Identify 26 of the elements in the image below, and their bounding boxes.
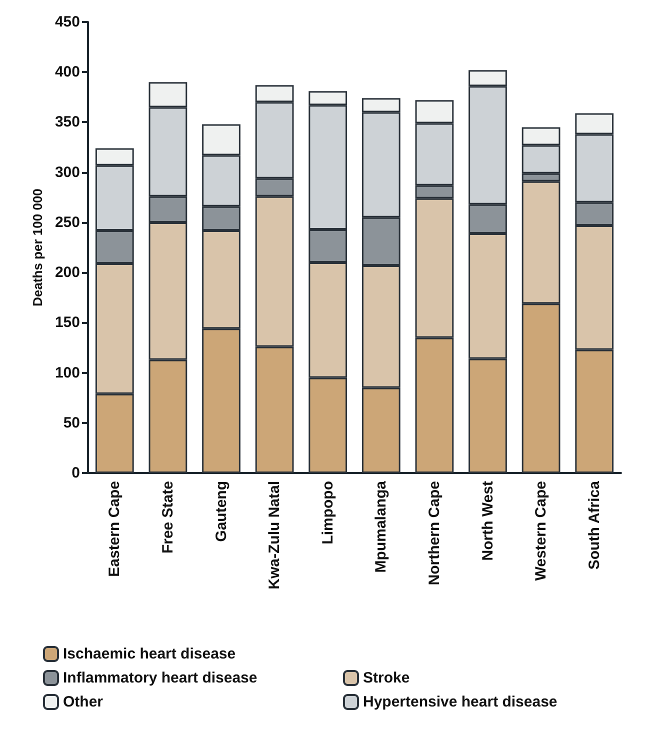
y-tick-label: 50 — [63, 414, 80, 432]
y-tick-label: 100 — [54, 364, 80, 382]
legend-label: Other — [63, 694, 104, 710]
y-tick-label: 150 — [54, 314, 80, 332]
x-tick-label: Northern Cape — [426, 481, 443, 586]
x-tick-label: North West — [479, 481, 496, 561]
y-tick-label: 200 — [54, 264, 80, 282]
y-tick-label: 0 — [72, 464, 80, 482]
legend-label: Ischaemic heart disease — [63, 646, 236, 662]
x-tick-label: Mpumalanga — [372, 480, 390, 573]
x-tick-label: Eastern Cape — [106, 481, 124, 577]
y-tick-label: 300 — [54, 164, 80, 181]
y-tick-label: 350 — [54, 114, 80, 131]
y-tick-label: 450 — [54, 14, 80, 30]
x-tick-label: South Africa — [586, 480, 603, 570]
y-axis-title: Deaths per 100 000 — [30, 188, 46, 306]
x-tick-label: Limpopo — [319, 481, 336, 544]
x-tick-label: Western Cape — [532, 481, 550, 581]
y-tick-label: 250 — [54, 214, 80, 231]
x-tick-label: Kwa-Zulu Natal — [266, 481, 284, 590]
legend-label: Stroke — [363, 670, 410, 686]
x-tick-label: Free State — [159, 481, 176, 554]
x-tick-label: Gauteng — [212, 481, 230, 542]
legend-label: Inflammatory heart disease — [63, 670, 258, 686]
y-tick-label: 400 — [54, 64, 80, 81]
legend-label: Hypertensive heart disease — [363, 694, 558, 710]
